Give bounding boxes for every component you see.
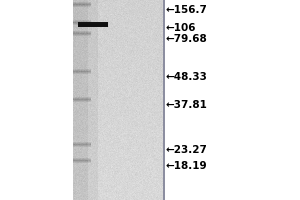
Text: ←18.19: ←18.19: [165, 161, 207, 171]
Text: ←79.68: ←79.68: [165, 34, 207, 44]
Text: ←37.81: ←37.81: [165, 100, 207, 110]
Text: ←48.33: ←48.33: [165, 72, 207, 82]
Text: ←156.7: ←156.7: [165, 5, 207, 15]
Text: ←23.27: ←23.27: [165, 145, 207, 155]
Text: ←106: ←106: [165, 23, 196, 33]
